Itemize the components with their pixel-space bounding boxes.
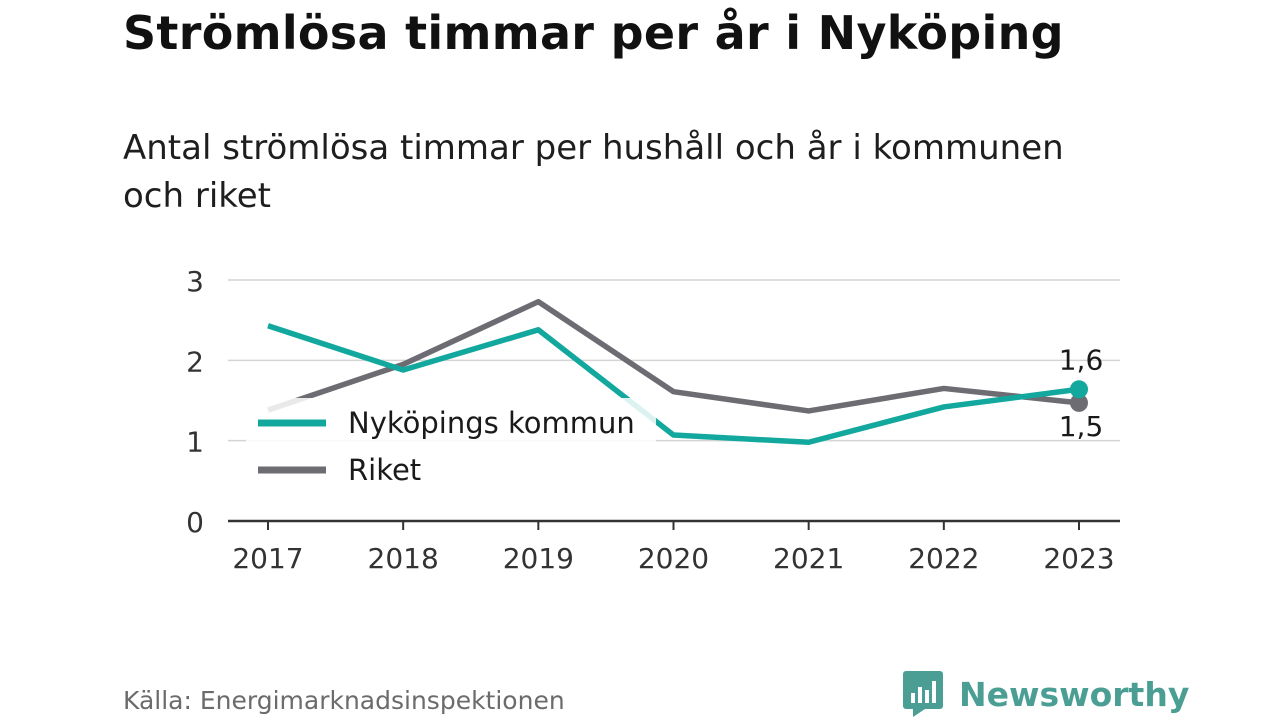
y-tick-label-1: 1 [186,426,204,459]
series-line-1 [267,298,1080,414]
y-tick-label-3: 3 [186,265,204,298]
chart-subtitle: Antal strömlösa timmar per hushåll och å… [123,128,1064,216]
x-tick-label-2022: 2022 [908,542,979,575]
newsworthy-brand[interactable]: Newsworthy [903,671,1189,717]
source-note: Källa: Energimarknadsinspektionen [123,686,565,715]
legend-backdrop [246,398,656,494]
x-tick-label-2018: 2018 [368,542,439,575]
newsworthy-logo-icon [903,671,943,717]
y-tick-label-0: 0 [186,506,204,539]
series-line-0 [267,323,1080,446]
end-value-label-0: 1,6 [1059,343,1104,376]
legend-label-0: Nyköpings kommun [348,406,635,440]
x-tick-label-2019: 2019 [503,542,574,575]
x-tick-label-2023: 2023 [1043,542,1114,575]
brand-name: Newsworthy [959,674,1190,714]
y-tick-label-2: 2 [186,345,204,378]
end-value-label-1: 1,5 [1059,410,1104,443]
x-tick-label-2020: 2020 [638,542,709,575]
chart-title: Strömlösa timmar per år i Nyköping [123,6,1064,60]
legend-label-1: Riket [348,453,421,487]
x-tick-label-2021: 2021 [773,542,844,575]
end-point-1 [1070,393,1088,412]
end-point-0 [1070,380,1088,399]
x-tick-label-2017: 2017 [232,542,303,575]
